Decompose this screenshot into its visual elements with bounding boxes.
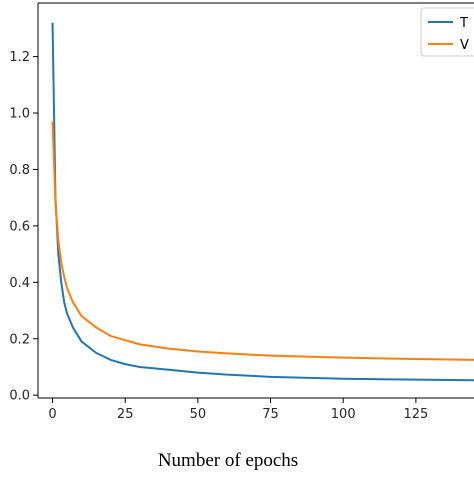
series-layer bbox=[51, 22, 474, 382]
y-tick-label: 1.2 bbox=[9, 50, 30, 65]
axes-layer: 0 25 50 75 100 125 0.0 0.2 0.4 0.6 0.8 1.0 1.2 bbox=[9, 2, 474, 422]
legend-label-0: T bbox=[459, 16, 468, 31]
y-tick-label: 0.8 bbox=[9, 163, 30, 178]
x-tick-label: 125 bbox=[403, 407, 428, 422]
x-tick-label: 100 bbox=[331, 407, 356, 422]
series-line-0 bbox=[51, 22, 474, 382]
y-tick-label: 0.2 bbox=[9, 332, 30, 347]
y-tick-label: 1.0 bbox=[9, 107, 30, 122]
y-tick-label: 0.6 bbox=[9, 219, 30, 234]
x-axis-label: Number of epochs bbox=[158, 450, 298, 471]
y-tick-label: 0.4 bbox=[9, 276, 30, 291]
series-line-1 bbox=[51, 121, 474, 361]
legend: TV bbox=[420, 7, 474, 57]
y-tick-label: 0.0 bbox=[9, 389, 30, 404]
x-tick-label: 25 bbox=[117, 407, 134, 422]
x-tick-label: 75 bbox=[262, 407, 279, 422]
x-tick-label: 0 bbox=[48, 407, 56, 422]
legend-label-1: V bbox=[460, 38, 469, 53]
x-tick-label: 50 bbox=[190, 407, 207, 422]
